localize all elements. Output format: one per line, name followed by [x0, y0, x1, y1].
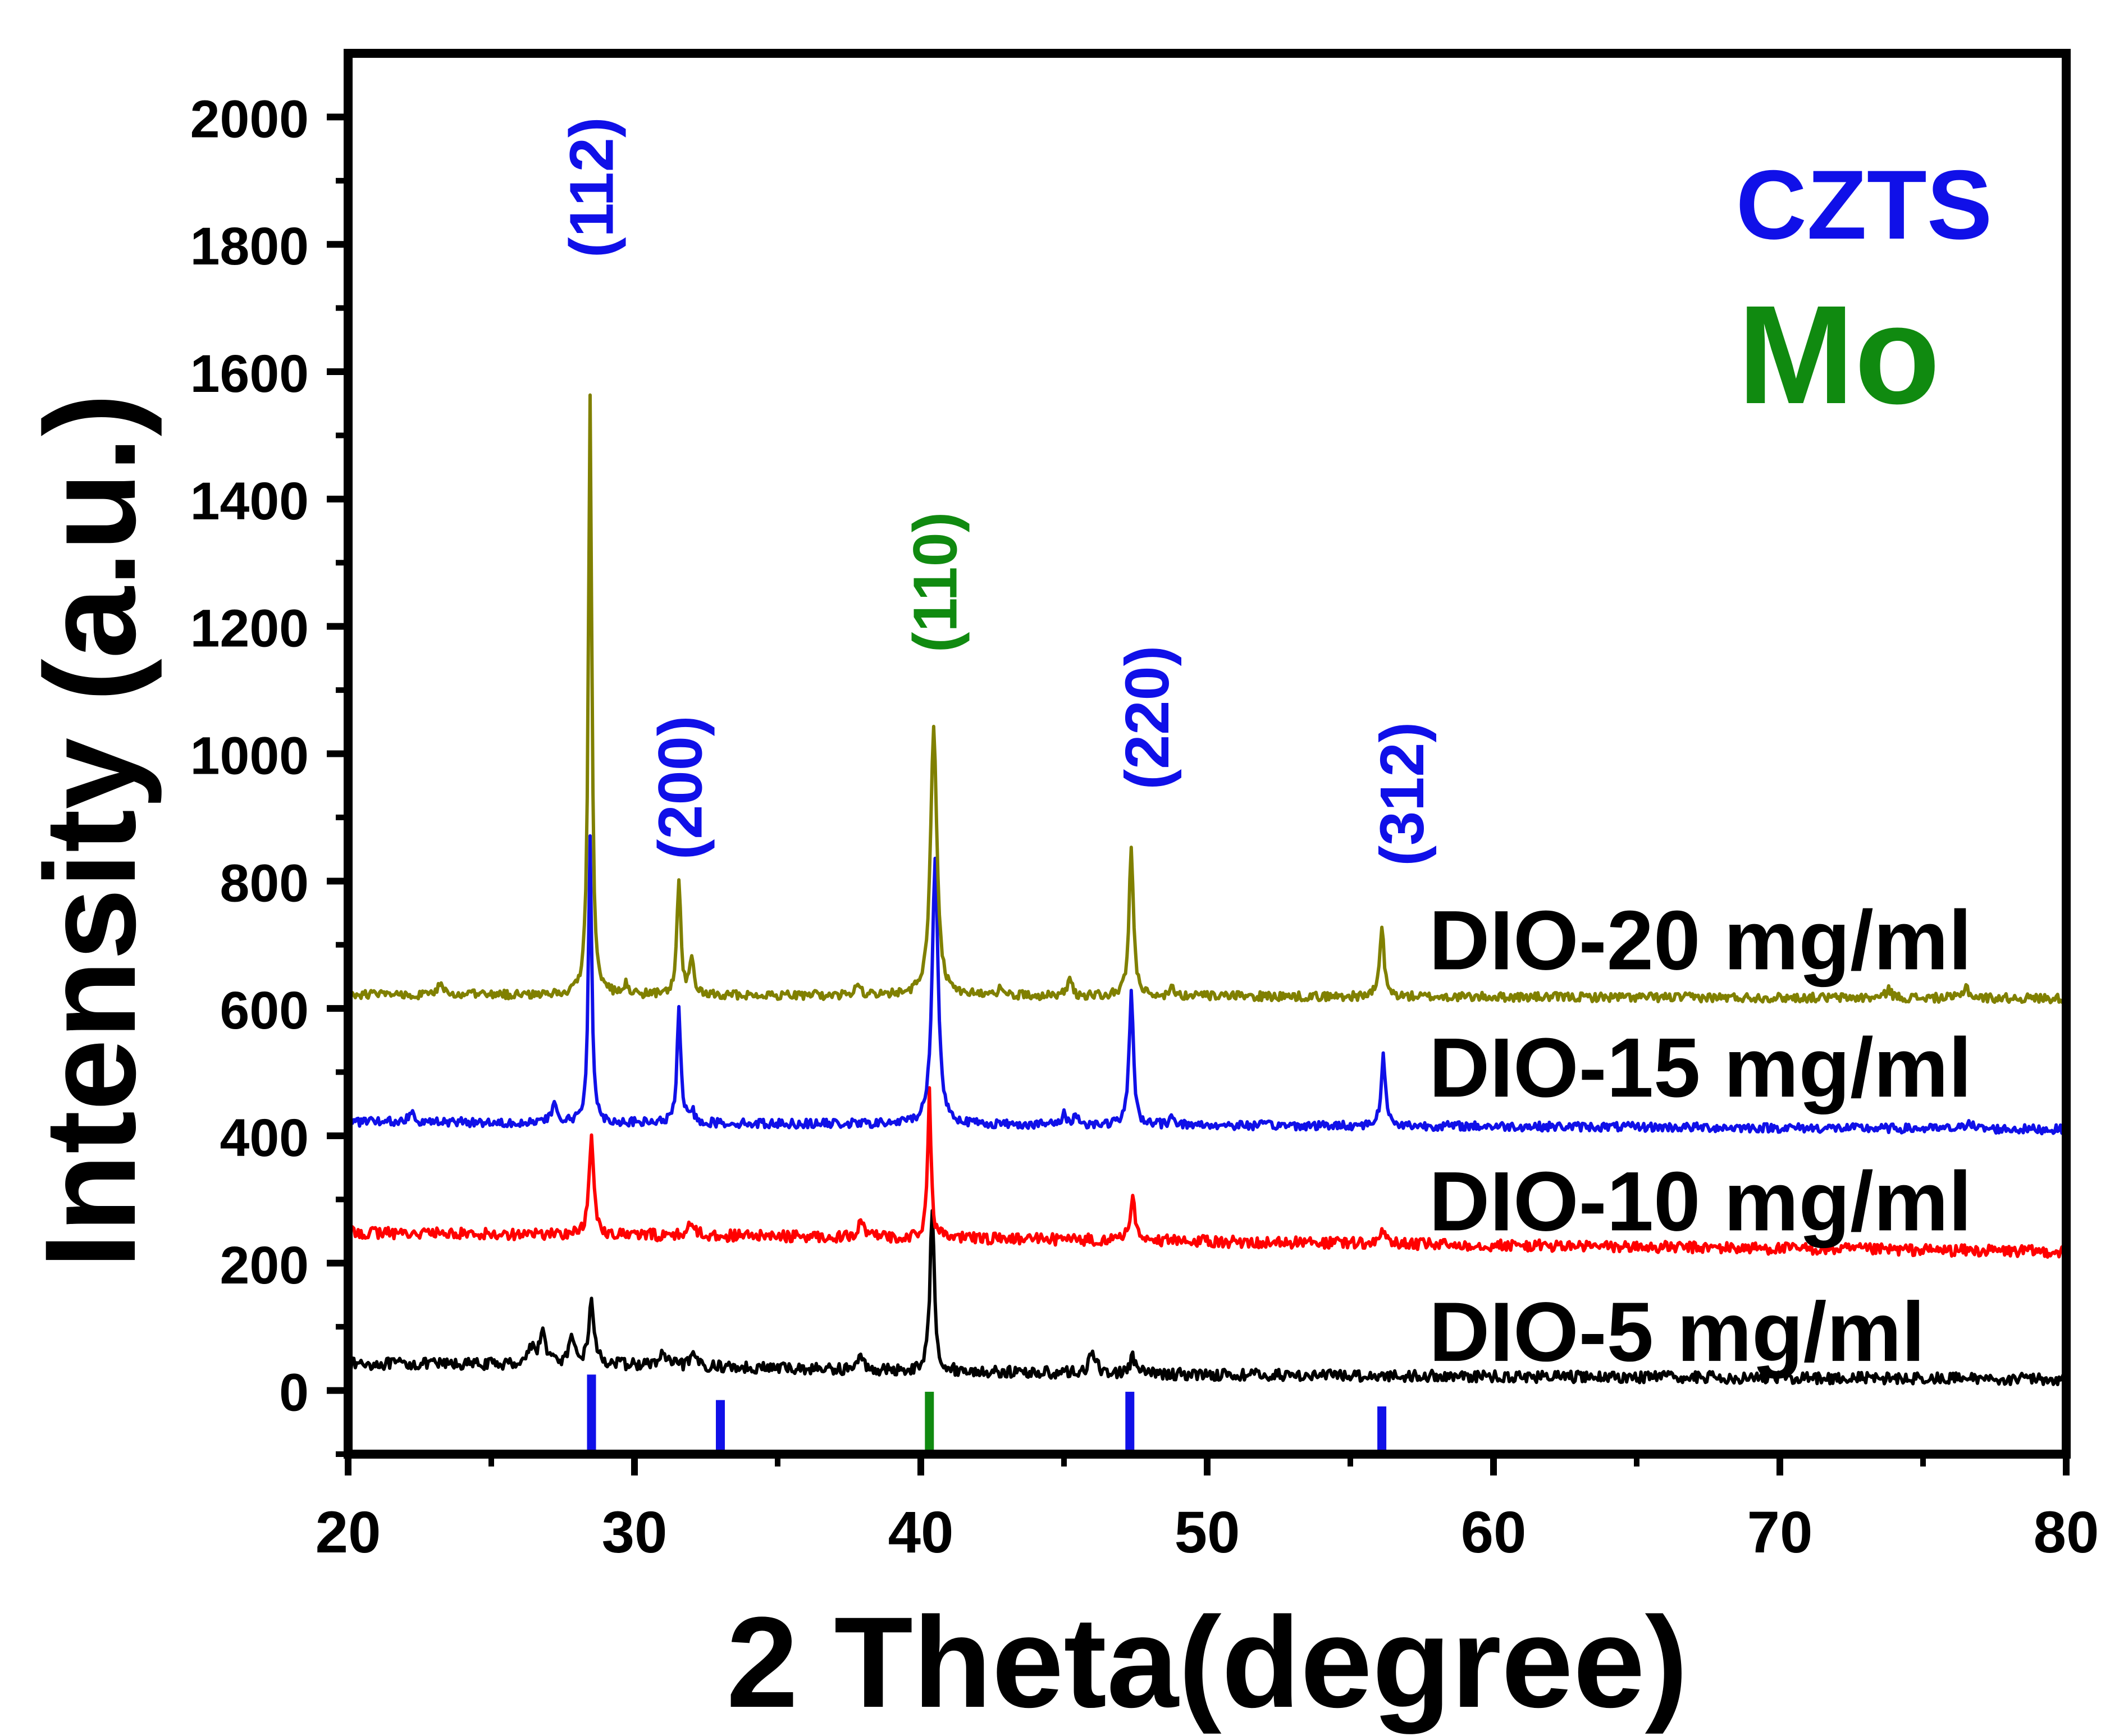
series-line-dio-20-mg-ml [346, 393, 2068, 1004]
y-tick-label: 2000 [190, 89, 309, 149]
x-tick-label: 80 [2034, 1500, 2099, 1565]
x-tick-label: 70 [1747, 1500, 1813, 1565]
y-tick-label: 600 [220, 981, 309, 1040]
series-label-2: DIO-10 mg/ml [1429, 1154, 1972, 1248]
x-tick-label: 40 [888, 1500, 954, 1565]
y-tick-label: 1000 [190, 727, 309, 786]
x-axis-label: 2 Theta(degree) [727, 1590, 1688, 1734]
phase-label-czts: CZTS [1736, 150, 1993, 260]
series-line-dio-5-mg-ml [347, 1209, 2068, 1386]
y-tick-label: 1400 [190, 472, 309, 531]
series-label-0: DIO-20 mg/ml [1429, 893, 1972, 987]
peak-annotation-110: (110) [901, 512, 970, 653]
y-tick-label: 1600 [190, 344, 309, 404]
series-label-1: DIO-15 mg/ml [1429, 1020, 1972, 1114]
x-tick-label: 60 [1461, 1500, 1527, 1565]
y-axis-label: Intensity (a.u.) [18, 393, 162, 1268]
peak-annotation-312: (312) [1368, 722, 1437, 866]
series-label-3: DIO-5 mg/ml [1429, 1285, 1925, 1379]
peak-annotation-200: (200) [646, 715, 715, 860]
x-tick-label: 50 [1175, 1500, 1240, 1565]
y-tick-label: 400 [220, 1108, 309, 1168]
y-tick-label: 1200 [190, 599, 309, 659]
y-tick-label: 1800 [190, 217, 309, 276]
series-line-dio-10-mg-ml [346, 1086, 2068, 1259]
y-tick-label: 200 [220, 1236, 309, 1295]
y-tick-label: 800 [220, 853, 309, 913]
peak-annotation-220: (220) [1113, 646, 1182, 790]
x-tick-label: 30 [602, 1500, 668, 1565]
phase-label-mo: Mo [1738, 276, 1940, 433]
x-tick-label: 20 [316, 1500, 381, 1565]
peak-annotation-112: (112) [558, 117, 627, 258]
y-tick-label: 0 [279, 1363, 309, 1423]
series-line-dio-15-mg-ml [347, 834, 2068, 1136]
